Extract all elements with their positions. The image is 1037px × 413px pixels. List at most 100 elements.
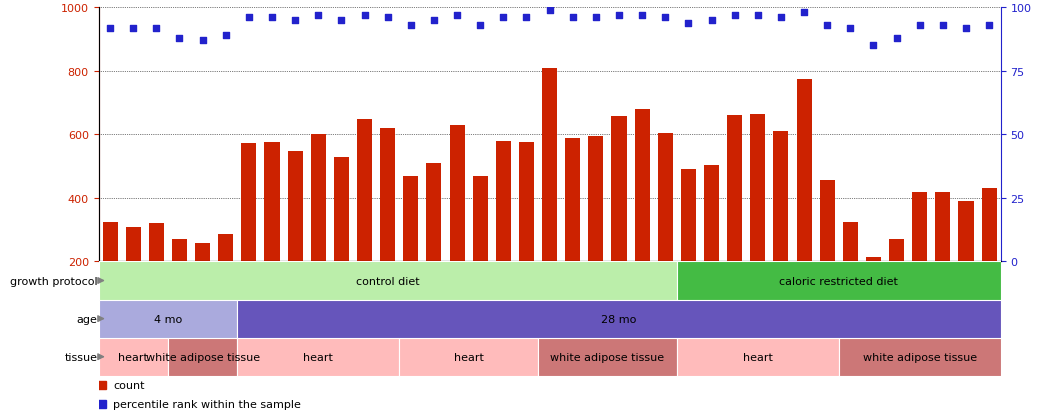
- Bar: [399, 338, 538, 376]
- Bar: [839, 338, 1001, 376]
- Point: [425, 18, 442, 24]
- Text: count: count: [113, 380, 144, 390]
- Bar: [612, 116, 626, 262]
- Point: [842, 25, 859, 32]
- Bar: [237, 300, 1001, 338]
- Bar: [381, 129, 395, 262]
- Point: [934, 23, 951, 29]
- Point: [472, 23, 488, 29]
- Text: growth protocol: growth protocol: [9, 276, 97, 286]
- Bar: [635, 110, 649, 262]
- Bar: [168, 338, 237, 376]
- Bar: [727, 116, 742, 262]
- Point: [218, 33, 234, 40]
- Point: [241, 15, 257, 22]
- Bar: [657, 133, 673, 262]
- Bar: [103, 222, 117, 262]
- Text: heart: heart: [454, 352, 483, 362]
- Point: [657, 15, 674, 22]
- Point: [402, 23, 419, 29]
- Point: [541, 7, 558, 14]
- Point: [750, 12, 766, 19]
- Point: [726, 12, 742, 19]
- Point: [981, 23, 998, 29]
- Point: [611, 12, 627, 19]
- Bar: [565, 138, 581, 262]
- Point: [680, 20, 697, 27]
- Point: [287, 18, 304, 24]
- Point: [819, 23, 836, 29]
- Point: [588, 15, 605, 22]
- Bar: [172, 240, 187, 262]
- Bar: [99, 300, 237, 338]
- Bar: [913, 192, 927, 262]
- Bar: [496, 142, 511, 262]
- Text: control diet: control diet: [356, 276, 420, 286]
- Bar: [588, 137, 604, 262]
- Text: caloric restricted diet: caloric restricted diet: [780, 276, 898, 286]
- Point: [518, 15, 535, 22]
- Text: white adipose tissue: white adipose tissue: [551, 352, 665, 362]
- Point: [263, 15, 280, 22]
- Bar: [218, 234, 233, 262]
- Point: [449, 12, 466, 19]
- Point: [380, 15, 396, 22]
- Point: [564, 15, 581, 22]
- Bar: [982, 189, 997, 262]
- Bar: [403, 177, 418, 262]
- Bar: [311, 135, 326, 262]
- Point: [171, 36, 188, 42]
- Bar: [99, 338, 168, 376]
- Bar: [542, 69, 557, 262]
- Bar: [677, 338, 839, 376]
- Bar: [704, 165, 719, 262]
- Point: [495, 15, 511, 22]
- Bar: [774, 132, 788, 262]
- Bar: [518, 143, 534, 262]
- Point: [634, 12, 650, 19]
- Bar: [287, 152, 303, 262]
- Text: heart: heart: [118, 352, 148, 362]
- Text: white adipose tissue: white adipose tissue: [145, 352, 259, 362]
- Point: [958, 25, 975, 32]
- Bar: [538, 338, 677, 376]
- Point: [194, 38, 211, 45]
- Bar: [264, 143, 280, 262]
- Text: heart: heart: [304, 352, 333, 362]
- Text: 28 mo: 28 mo: [601, 314, 637, 324]
- Bar: [866, 257, 881, 262]
- Bar: [149, 223, 164, 262]
- Bar: [357, 120, 372, 262]
- Bar: [195, 243, 211, 262]
- Bar: [125, 228, 141, 262]
- Point: [865, 43, 881, 50]
- Point: [889, 36, 905, 42]
- Point: [773, 15, 789, 22]
- Bar: [681, 170, 696, 262]
- Bar: [677, 262, 1001, 300]
- Point: [124, 25, 141, 32]
- Text: 4 mo: 4 mo: [153, 314, 183, 324]
- Point: [912, 23, 928, 29]
- Bar: [450, 126, 465, 262]
- Bar: [242, 144, 256, 262]
- Bar: [958, 202, 974, 262]
- Text: age: age: [77, 314, 97, 324]
- Point: [102, 25, 118, 32]
- Point: [310, 12, 327, 19]
- Point: [333, 18, 349, 24]
- Text: heart: heart: [742, 352, 773, 362]
- Bar: [935, 192, 950, 262]
- Bar: [334, 157, 348, 262]
- Point: [357, 12, 373, 19]
- Bar: [237, 338, 399, 376]
- Point: [703, 18, 720, 24]
- Point: [148, 25, 165, 32]
- Bar: [426, 164, 442, 262]
- Bar: [99, 262, 677, 300]
- Point: [795, 10, 812, 17]
- Text: white adipose tissue: white adipose tissue: [863, 352, 977, 362]
- Text: tissue: tissue: [64, 352, 97, 362]
- Bar: [819, 181, 835, 262]
- Text: percentile rank within the sample: percentile rank within the sample: [113, 399, 301, 409]
